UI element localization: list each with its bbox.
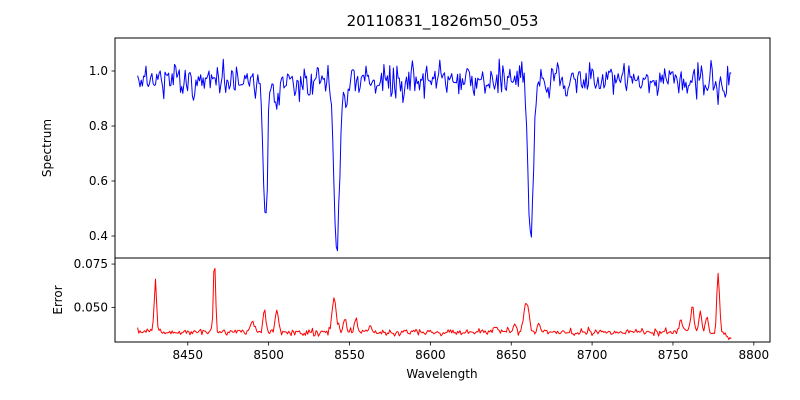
error-y-tick-label: 0.075	[74, 257, 108, 271]
x-tick-label: 8750	[658, 348, 689, 362]
x-tick-label: 8800	[739, 348, 770, 362]
spectrum-y-tick-label: 0.6	[89, 174, 108, 188]
x-tick-label: 8550	[334, 348, 365, 362]
x-tick-label: 8650	[496, 348, 527, 362]
spectrum-line	[137, 58, 732, 252]
x-tick-label: 8600	[415, 348, 446, 362]
error-panel-border	[114, 257, 771, 343]
spectrum-panel-border	[114, 37, 771, 259]
x-tick-label: 8500	[253, 348, 284, 362]
spectrum-y-tick-label: 0.4	[89, 229, 108, 243]
spectrum-y-tick-label: 1.0	[89, 64, 108, 78]
spectrum-y-tick-label: 0.8	[89, 119, 108, 133]
x-tick-label: 8450	[173, 348, 204, 362]
chart-title: 20110831_1826m50_053	[346, 12, 539, 30]
error-line	[137, 267, 732, 341]
x-tick-label: 8700	[577, 348, 608, 362]
wavelength-axis-label: Wavelength	[406, 367, 478, 381]
error-y-tick-label: 0.050	[74, 300, 108, 314]
